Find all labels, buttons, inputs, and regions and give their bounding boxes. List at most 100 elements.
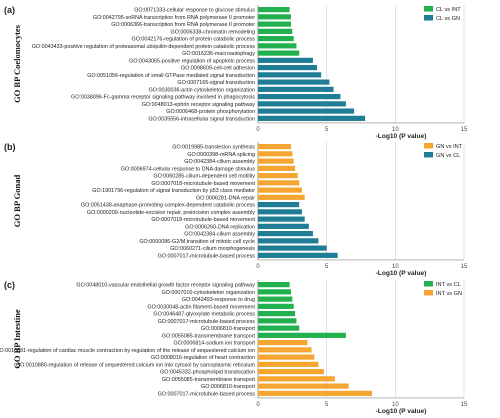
panel-label: (b) [4, 142, 16, 152]
bar [258, 108, 355, 114]
bar-label: GO:0006468-protein phosphorylation [166, 109, 255, 115]
legend-label: INT vs CL [436, 282, 461, 288]
bar [258, 390, 372, 396]
bar-label: GO:0016236-macroautophagy [182, 51, 255, 57]
bar-label: GO:0030048-actin filament-based movement [147, 304, 255, 310]
bar [258, 383, 349, 389]
bar-label: GO:0046487-glyoxylate metabolic process [153, 312, 255, 318]
legend-label: CL vs GN [436, 16, 460, 22]
bar [258, 65, 318, 71]
bar-label: GO:0042795-snRNA transcription from RNA … [93, 15, 255, 21]
bar [258, 101, 346, 107]
bar-label: GO:0007018-microtubule-based movement [151, 217, 255, 223]
bar [258, 361, 319, 367]
bar [258, 43, 297, 49]
bar [258, 36, 294, 42]
bar [258, 354, 315, 360]
x-tick-label: 0 [256, 127, 260, 133]
bar-label: GO:0010881-regulation of cardiac muscle … [0, 348, 255, 354]
bar-label: GO:0000086-G2/M transition of mitotic ce… [139, 239, 255, 245]
panel-label: (c) [4, 280, 15, 290]
bar-label: GO:0048010-vascular endothelial growth f… [76, 283, 255, 289]
x-tick-label: 5 [325, 264, 329, 270]
bar-label: GO:0038096-Fc-gamma receptor signaling p… [71, 95, 255, 101]
legend-swatch [424, 281, 433, 287]
bar [258, 158, 294, 164]
bar-label: GO:0055085-transmembrane transport [162, 333, 256, 339]
bar [258, 318, 297, 324]
x-tick-label: 0 [256, 264, 260, 270]
bar-label: GO:0042384-cilium assembly [184, 232, 255, 238]
bar [258, 216, 305, 222]
bar-label: GO:0006974-cellular response to DNA dama… [121, 166, 256, 172]
bar-label: GO:0060285-cilium-dependent cell motilit… [153, 174, 255, 180]
bar-label: GO:0007165-signal transduction [177, 80, 255, 86]
bar [258, 231, 313, 237]
x-tick-label: 15 [461, 127, 468, 133]
bar [258, 144, 291, 150]
bar [258, 347, 312, 353]
bar [258, 311, 296, 317]
bar [258, 79, 330, 85]
bar [258, 376, 335, 382]
bar [258, 202, 300, 208]
x-tick-label: 15 [461, 264, 468, 270]
bar [258, 252, 338, 258]
legend-label: GN vs CL [436, 153, 460, 159]
bar-label: GO:0006338-chromatin remodeling [171, 29, 256, 35]
bar-label: GO:0000398-mRNA splicing [187, 152, 255, 158]
bar-label: GO:0000209-nucleotide-excision repair, p… [87, 210, 255, 216]
x-tick-label: 5 [325, 402, 329, 408]
x-tick-label: 0 [256, 402, 260, 408]
legend: CL vs INT CL vs GN [424, 6, 461, 22]
legend-swatch [424, 152, 433, 158]
bar [258, 238, 319, 244]
bar [258, 325, 300, 331]
bar-label: GO:1901796-regulation of signal transduc… [92, 188, 255, 194]
bar-label: GO:0007017-microtubule-based process [158, 253, 256, 259]
legend-label: INT vs GN [436, 291, 462, 297]
bar [258, 115, 366, 121]
x-tick-label: 10 [392, 402, 399, 408]
legend-swatch [424, 143, 433, 149]
bar [258, 282, 290, 288]
legend: GN vs INT GN vs CL [424, 143, 463, 159]
bar [258, 289, 291, 295]
bar-label: GO:0060271-cilium morphogenesis [170, 246, 255, 252]
legend-label: GN vs INT [436, 144, 463, 150]
bar [258, 223, 309, 229]
x-axis-title: -Log10 (P value) [376, 270, 427, 277]
y-axis-title: GO BP Coelomocytes [12, 24, 22, 103]
y-axis-title: GO BP Intestine [12, 309, 22, 369]
bar-label: GO:0055085-transmembrane transport [162, 377, 256, 383]
bar [258, 194, 305, 200]
bar-label: GO:0006366-transcription from RNA polyme… [111, 22, 255, 28]
y-axis-title: GO BP Gonad [12, 174, 22, 227]
bar-label: GO:0007017-microtubule-based process [158, 319, 256, 325]
bar-label: GO:0008016-regulation of heart contracti… [151, 355, 255, 361]
bar [258, 340, 308, 346]
bar [258, 50, 300, 56]
x-tick-label: 15 [461, 402, 468, 408]
bar [258, 165, 296, 171]
bar [258, 369, 324, 375]
bar-label: GO:0048013-ephrin receptor signaling pat… [142, 102, 256, 108]
bar [258, 72, 322, 78]
bar [258, 245, 327, 251]
legend-label: CL vs INT [436, 7, 461, 13]
bar-label: GO:0098609-cell-cell adhesion [181, 66, 255, 72]
x-tick-label: 10 [392, 264, 399, 270]
x-axis-title: -Log10 (P value) [376, 408, 427, 415]
legend: INT vs CL INT vs GN [424, 281, 462, 297]
bar-label: GO:0019985-translesion synthesis [172, 145, 255, 151]
bar [258, 332, 346, 338]
bar [258, 303, 294, 309]
bar-label: GO:0030036-actin cytoskeleton organizati… [149, 87, 255, 93]
legend-swatch [424, 290, 433, 296]
panel-label: (a) [4, 5, 15, 15]
bar-label: GO:0042493-response to drug [182, 297, 255, 303]
x-tick-label: 5 [325, 127, 329, 133]
bar-label: GO:0007010-cytoskeleton organization [162, 290, 256, 296]
bar-label: GO:0007017-microtubule-based process [158, 391, 256, 397]
